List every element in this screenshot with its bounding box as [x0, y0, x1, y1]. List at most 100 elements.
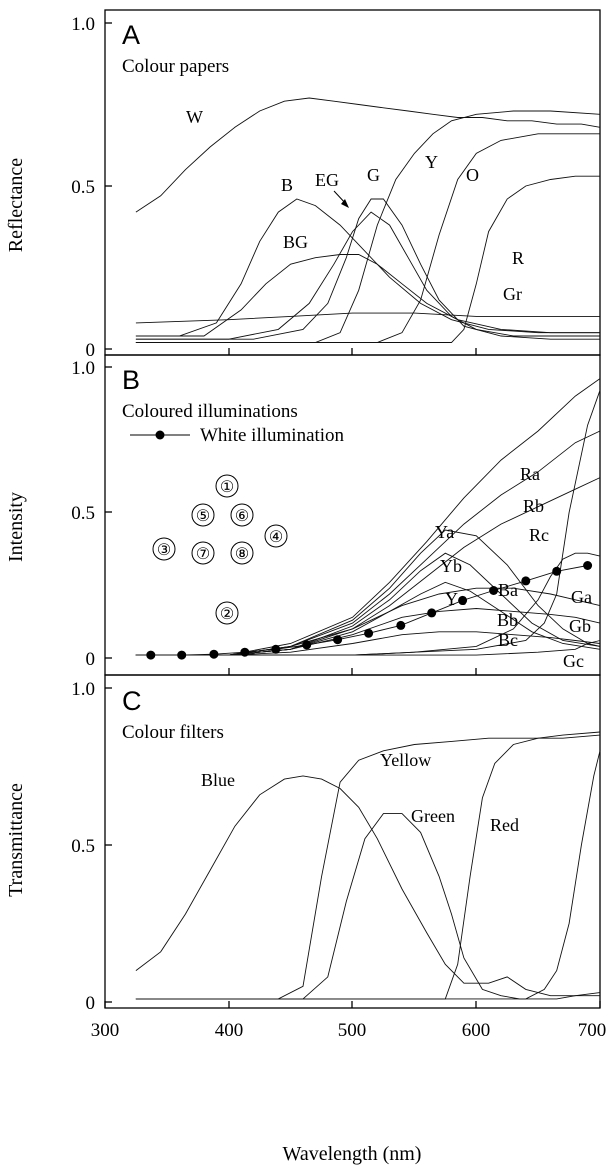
- white-illumination-point: [427, 608, 437, 618]
- svg-text:⑧: ⑧: [235, 546, 249, 563]
- curve-c-yellow: [135, 734, 601, 1000]
- panel-a: A Colour papers Reflectance 0 0.5 1.0 W …: [5, 9, 601, 361]
- panel-c: C Colour filters Transmittance 0 0.5 1.0…: [5, 674, 607, 1165]
- curve-a-y: [135, 110, 601, 343]
- lamp-7: ⑦: [191, 541, 215, 565]
- panel-c-title: Colour filters: [122, 722, 224, 743]
- panel-b-curve-labels: Ra Rb Rc Ya Yb Yc Ba Bb Bc Ga Gb Gc: [435, 464, 592, 671]
- curve-a-r: [135, 175, 600, 343]
- white-illumination-point: [583, 561, 593, 570]
- white-illumination-point: [396, 620, 406, 630]
- curve-b-ra: [135, 378, 601, 656]
- label-g: G: [367, 165, 380, 185]
- label-green: Green: [411, 806, 455, 826]
- panel-a-title: Colour papers: [122, 56, 229, 77]
- panel-b-letter: B: [122, 365, 140, 395]
- label-ra: Ra: [520, 464, 540, 484]
- curve-b-gc: [135, 640, 601, 656]
- panel-c-letter: C: [122, 686, 142, 716]
- panel-a-yticks: 0 0.5 1.0: [71, 14, 112, 361]
- white-illumination-point: [458, 595, 468, 605]
- legend-label: White illumination: [200, 425, 345, 446]
- white-illumination-point: [333, 635, 343, 645]
- white-illumination-point: [521, 576, 531, 586]
- white-illumination-point: [240, 647, 250, 657]
- label-eg: EG: [315, 170, 339, 190]
- white-illumination-point: [177, 650, 187, 660]
- panel-b-yticks: 0 0.5 1.0: [71, 358, 112, 670]
- panel-b: B Coloured illuminations White illuminat…: [5, 354, 601, 676]
- xtick-label-600: 600: [462, 1020, 491, 1041]
- label-yb: Yb: [440, 556, 462, 576]
- lamp-arrangement-diagram: ① ② ③ ④ ⑤ ⑥ ⑦ ⑧: [152, 474, 288, 625]
- panel-b-white-markers: [146, 561, 593, 660]
- panel-c-yticks: 0 0.5 1.0: [71, 679, 112, 1014]
- xtick-label-400: 400: [215, 1020, 244, 1041]
- svg-text:④: ④: [269, 529, 283, 546]
- label-rb: Rb: [523, 496, 544, 516]
- white-illumination-point: [364, 628, 374, 638]
- label-ga: Ga: [571, 587, 592, 607]
- eg-arrow-head: [341, 199, 349, 208]
- panel-c-ytick-label-0: 0: [86, 993, 96, 1014]
- lamp-8: ⑧: [230, 541, 254, 565]
- label-b: B: [281, 175, 293, 195]
- panel-c-ylabel: Transmittance: [5, 783, 27, 897]
- white-illumination-point: [302, 640, 312, 650]
- svg-text:①: ①: [220, 479, 234, 496]
- panel-c-curves: [135, 731, 601, 1000]
- curve-a-eg: [135, 211, 600, 340]
- white-illumination-point: [271, 644, 281, 654]
- label-red: Red: [490, 815, 519, 835]
- curve-a-w: [135, 97, 601, 213]
- lamp-5: ⑤: [191, 503, 215, 527]
- label-yellow: Yellow: [380, 750, 431, 770]
- label-blue: Blue: [201, 770, 235, 790]
- panel-a-curve-labels: W B EG G Y O BG R Gr: [186, 107, 524, 304]
- lamp-3: ③: [152, 537, 176, 561]
- panel-c-ytick-label-1: 0.5: [71, 836, 95, 857]
- xtick-label-700: 700: [578, 1020, 607, 1041]
- xtick-label-500: 500: [338, 1020, 367, 1041]
- label-gb: Gb: [569, 616, 591, 636]
- panel-a-ytick-label-2: 1.0: [71, 14, 95, 35]
- lamp-4: ④: [264, 524, 288, 548]
- panel-a-ytick-label-0: 0: [86, 340, 96, 361]
- panel-b-ytick-label-0: 0: [86, 649, 96, 670]
- panel-b-ytick-label-2: 1.0: [71, 358, 95, 379]
- label-bc: Bc: [498, 630, 518, 650]
- white-illumination-point: [146, 650, 156, 660]
- panel-b-title: Coloured illuminations: [122, 401, 298, 422]
- white-illumination-point: [489, 586, 499, 595]
- white-illumination-point: [209, 649, 219, 659]
- panel-a-curves: [135, 97, 601, 343]
- label-w: W: [186, 107, 203, 127]
- panel-b-xticks: [228, 668, 477, 675]
- panel-b-ylabel: Intensity: [5, 492, 27, 562]
- legend-marker: [155, 430, 165, 440]
- panel-a-ylabel: Reflectance: [5, 158, 27, 252]
- curve-c-green: [135, 813, 601, 1000]
- svg-text:⑤: ⑤: [196, 508, 210, 525]
- svg-text:②: ②: [220, 606, 234, 623]
- label-ba: Ba: [498, 580, 518, 600]
- curve-b-bb: [135, 608, 601, 656]
- curve-c-red: [135, 731, 601, 1000]
- panel-c-xticks: 300 400 500 600 700: [91, 1001, 607, 1041]
- label-yc: Yc: [445, 589, 466, 609]
- curve-b-gb: [135, 390, 601, 656]
- curve-a-gr: [135, 312, 600, 324]
- label-bg: BG: [283, 232, 308, 252]
- x-axis-label: Wavelength (nm): [283, 1143, 422, 1165]
- curve-b-bc: [135, 631, 601, 656]
- white-illumination-point: [552, 566, 562, 576]
- curve-b-yb: [135, 552, 601, 656]
- label-bb: Bb: [497, 610, 518, 630]
- lamp-1: ①: [215, 474, 239, 498]
- panel-b-ytick-label-1: 0.5: [71, 503, 95, 524]
- curve-b-ga: [135, 552, 601, 656]
- label-r: R: [512, 248, 524, 268]
- svg-text:③: ③: [157, 542, 171, 559]
- label-gr: Gr: [503, 284, 522, 304]
